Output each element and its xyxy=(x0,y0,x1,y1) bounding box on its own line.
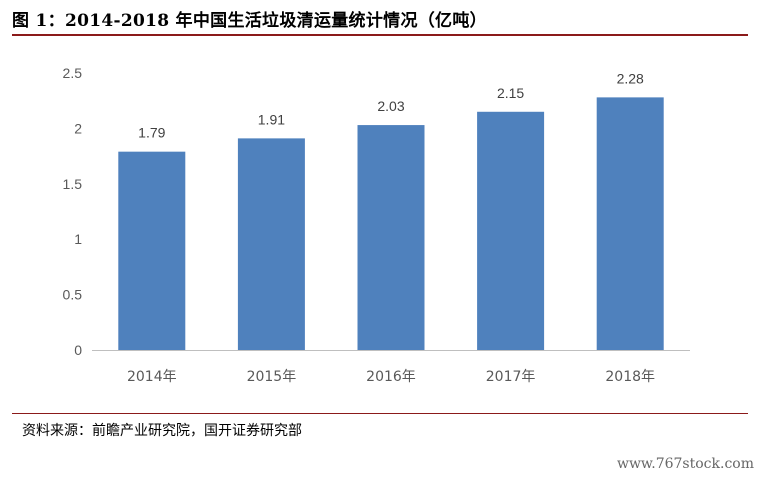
x-tick-label: 2015年 xyxy=(247,369,297,385)
data-label: 2.28 xyxy=(617,70,644,86)
bar-3 xyxy=(477,111,545,350)
bar-1 xyxy=(237,138,305,350)
data-label: 2.03 xyxy=(377,98,404,114)
y-tick-label: 0.5 xyxy=(63,287,83,303)
x-tick-label: 2018年 xyxy=(605,369,655,385)
title-divider xyxy=(12,34,748,36)
source-divider xyxy=(12,413,748,414)
bar-4 xyxy=(596,97,664,350)
data-label: 1.91 xyxy=(258,111,285,127)
data-label: 1.79 xyxy=(138,125,165,141)
x-tick-label: 2016年 xyxy=(366,369,416,385)
y-tick-label: 1.5 xyxy=(63,176,83,192)
bar-0 xyxy=(118,151,186,350)
data-label: 2.15 xyxy=(497,85,524,101)
x-tick-label: 2014年 xyxy=(127,369,177,385)
watermark: www.767stock.com xyxy=(616,456,754,472)
x-tick-label: 2017年 xyxy=(486,369,536,385)
y-tick-label: 0 xyxy=(74,342,82,358)
y-tick-label: 2.5 xyxy=(63,65,83,81)
chart-title: 图 1：2014-2018 年中国生活垃圾清运量统计情况（亿吨） xyxy=(12,11,487,31)
y-tick-label: 2 xyxy=(74,120,82,136)
source-note: 资料来源：前瞻产业研究院，国开证券研究部 xyxy=(22,423,302,439)
bar-2 xyxy=(357,125,425,351)
y-tick-label: 1 xyxy=(74,231,82,247)
